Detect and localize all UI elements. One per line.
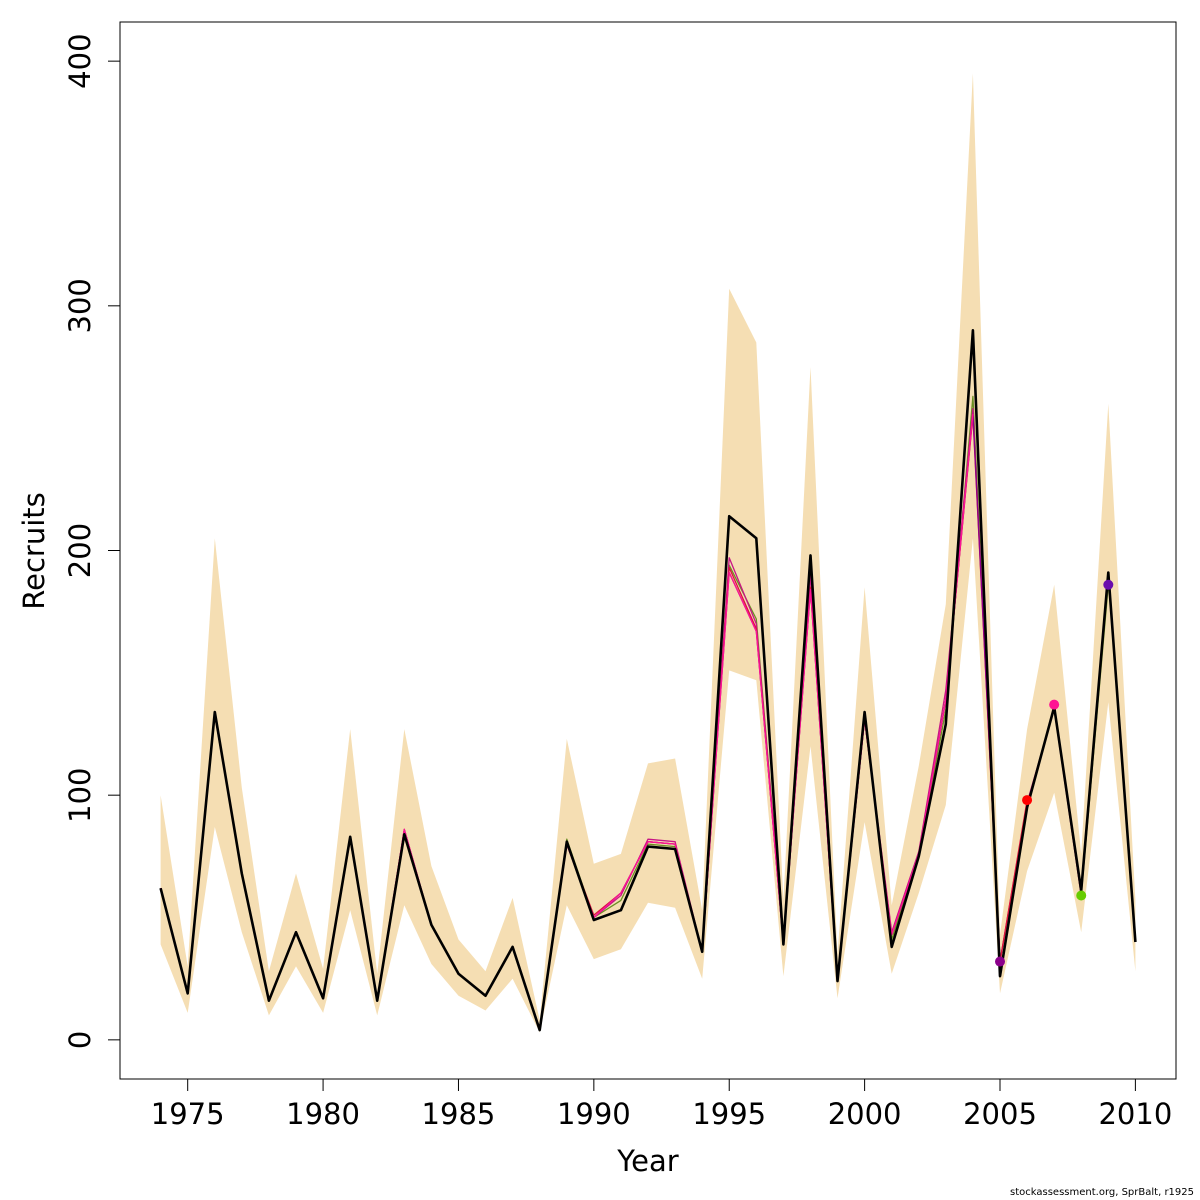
y-tick-label-400: 400 [63,33,97,88]
x-tick-label-2000: 2000 [828,1097,902,1131]
terminal-points-layer [995,579,1114,967]
terminal-point-2005 [995,956,1005,967]
y-tick-label-0: 0 [63,1031,97,1049]
y-axis: 0 100 200 300 400 [63,33,121,1049]
footer-credit: stockassessment.org, SprBalt, r1925 [1010,1187,1194,1198]
x-tick-label-1980: 1980 [286,1097,360,1131]
confidence-band [160,73,1136,1033]
plot-frame [119,21,1177,1080]
confidence-band-layer [160,73,1136,1033]
x-axis-label: Year [616,1144,678,1178]
terminal-point-2006 [1022,795,1033,806]
main-recruits-line [159,329,1137,1032]
x-tick-label-1975: 1975 [151,1097,225,1131]
x-tick-label-2010: 2010 [1098,1097,1172,1131]
terminal-point-2007 [1049,699,1060,710]
y-axis-label: Recruits [17,492,51,609]
x-tick-label-1995: 1995 [692,1097,766,1131]
terminal-point-2008 [1076,890,1087,901]
x-tick-label-2005: 2005 [963,1097,1037,1131]
x-tick-label-1990: 1990 [557,1097,631,1131]
x-axis: 1975 1980 1985 1990 1995 2000 2005 2010 [151,1078,1172,1131]
y-tick-label-300: 300 [63,278,97,333]
y-tick-label-200: 200 [63,523,97,578]
main-line-layer [159,329,1137,1032]
terminal-point-2009 [1103,579,1114,590]
x-tick-label-1985: 1985 [422,1097,496,1131]
y-tick-label-100: 100 [63,767,97,822]
